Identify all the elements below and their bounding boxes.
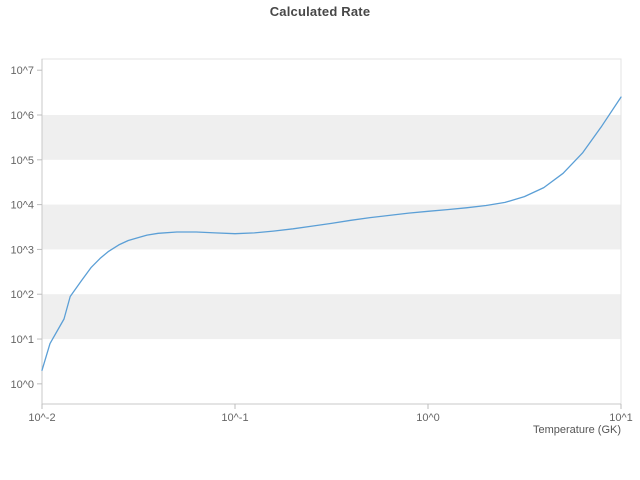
chart-title: Calculated Rate <box>269 4 371 19</box>
y-tick-label: 10^2 <box>10 289 34 301</box>
y-tick-label: 10^3 <box>10 244 34 256</box>
y-tick-label: 10^0 <box>10 379 34 391</box>
x-tick-label: 10^-2 <box>28 412 55 424</box>
x-axis-label: Temperature (GK) <box>532 424 621 436</box>
y-tick-label: 10^1 <box>10 334 34 346</box>
y-tick-label: 10^7 <box>10 65 34 77</box>
grid-band <box>42 204 621 250</box>
y-tick-label: 10^5 <box>10 155 34 167</box>
y-tick-label: 10^4 <box>10 200 34 212</box>
x-tick-label: 10^1 <box>609 412 633 424</box>
rate-line <box>41 96 622 371</box>
y-tick-label: 10^6 <box>10 110 34 122</box>
grid-band <box>42 294 621 340</box>
grid-band <box>42 115 621 160</box>
x-tick-label: 10^0 <box>416 412 440 424</box>
x-tick-label: 10^-1 <box>221 412 248 424</box>
